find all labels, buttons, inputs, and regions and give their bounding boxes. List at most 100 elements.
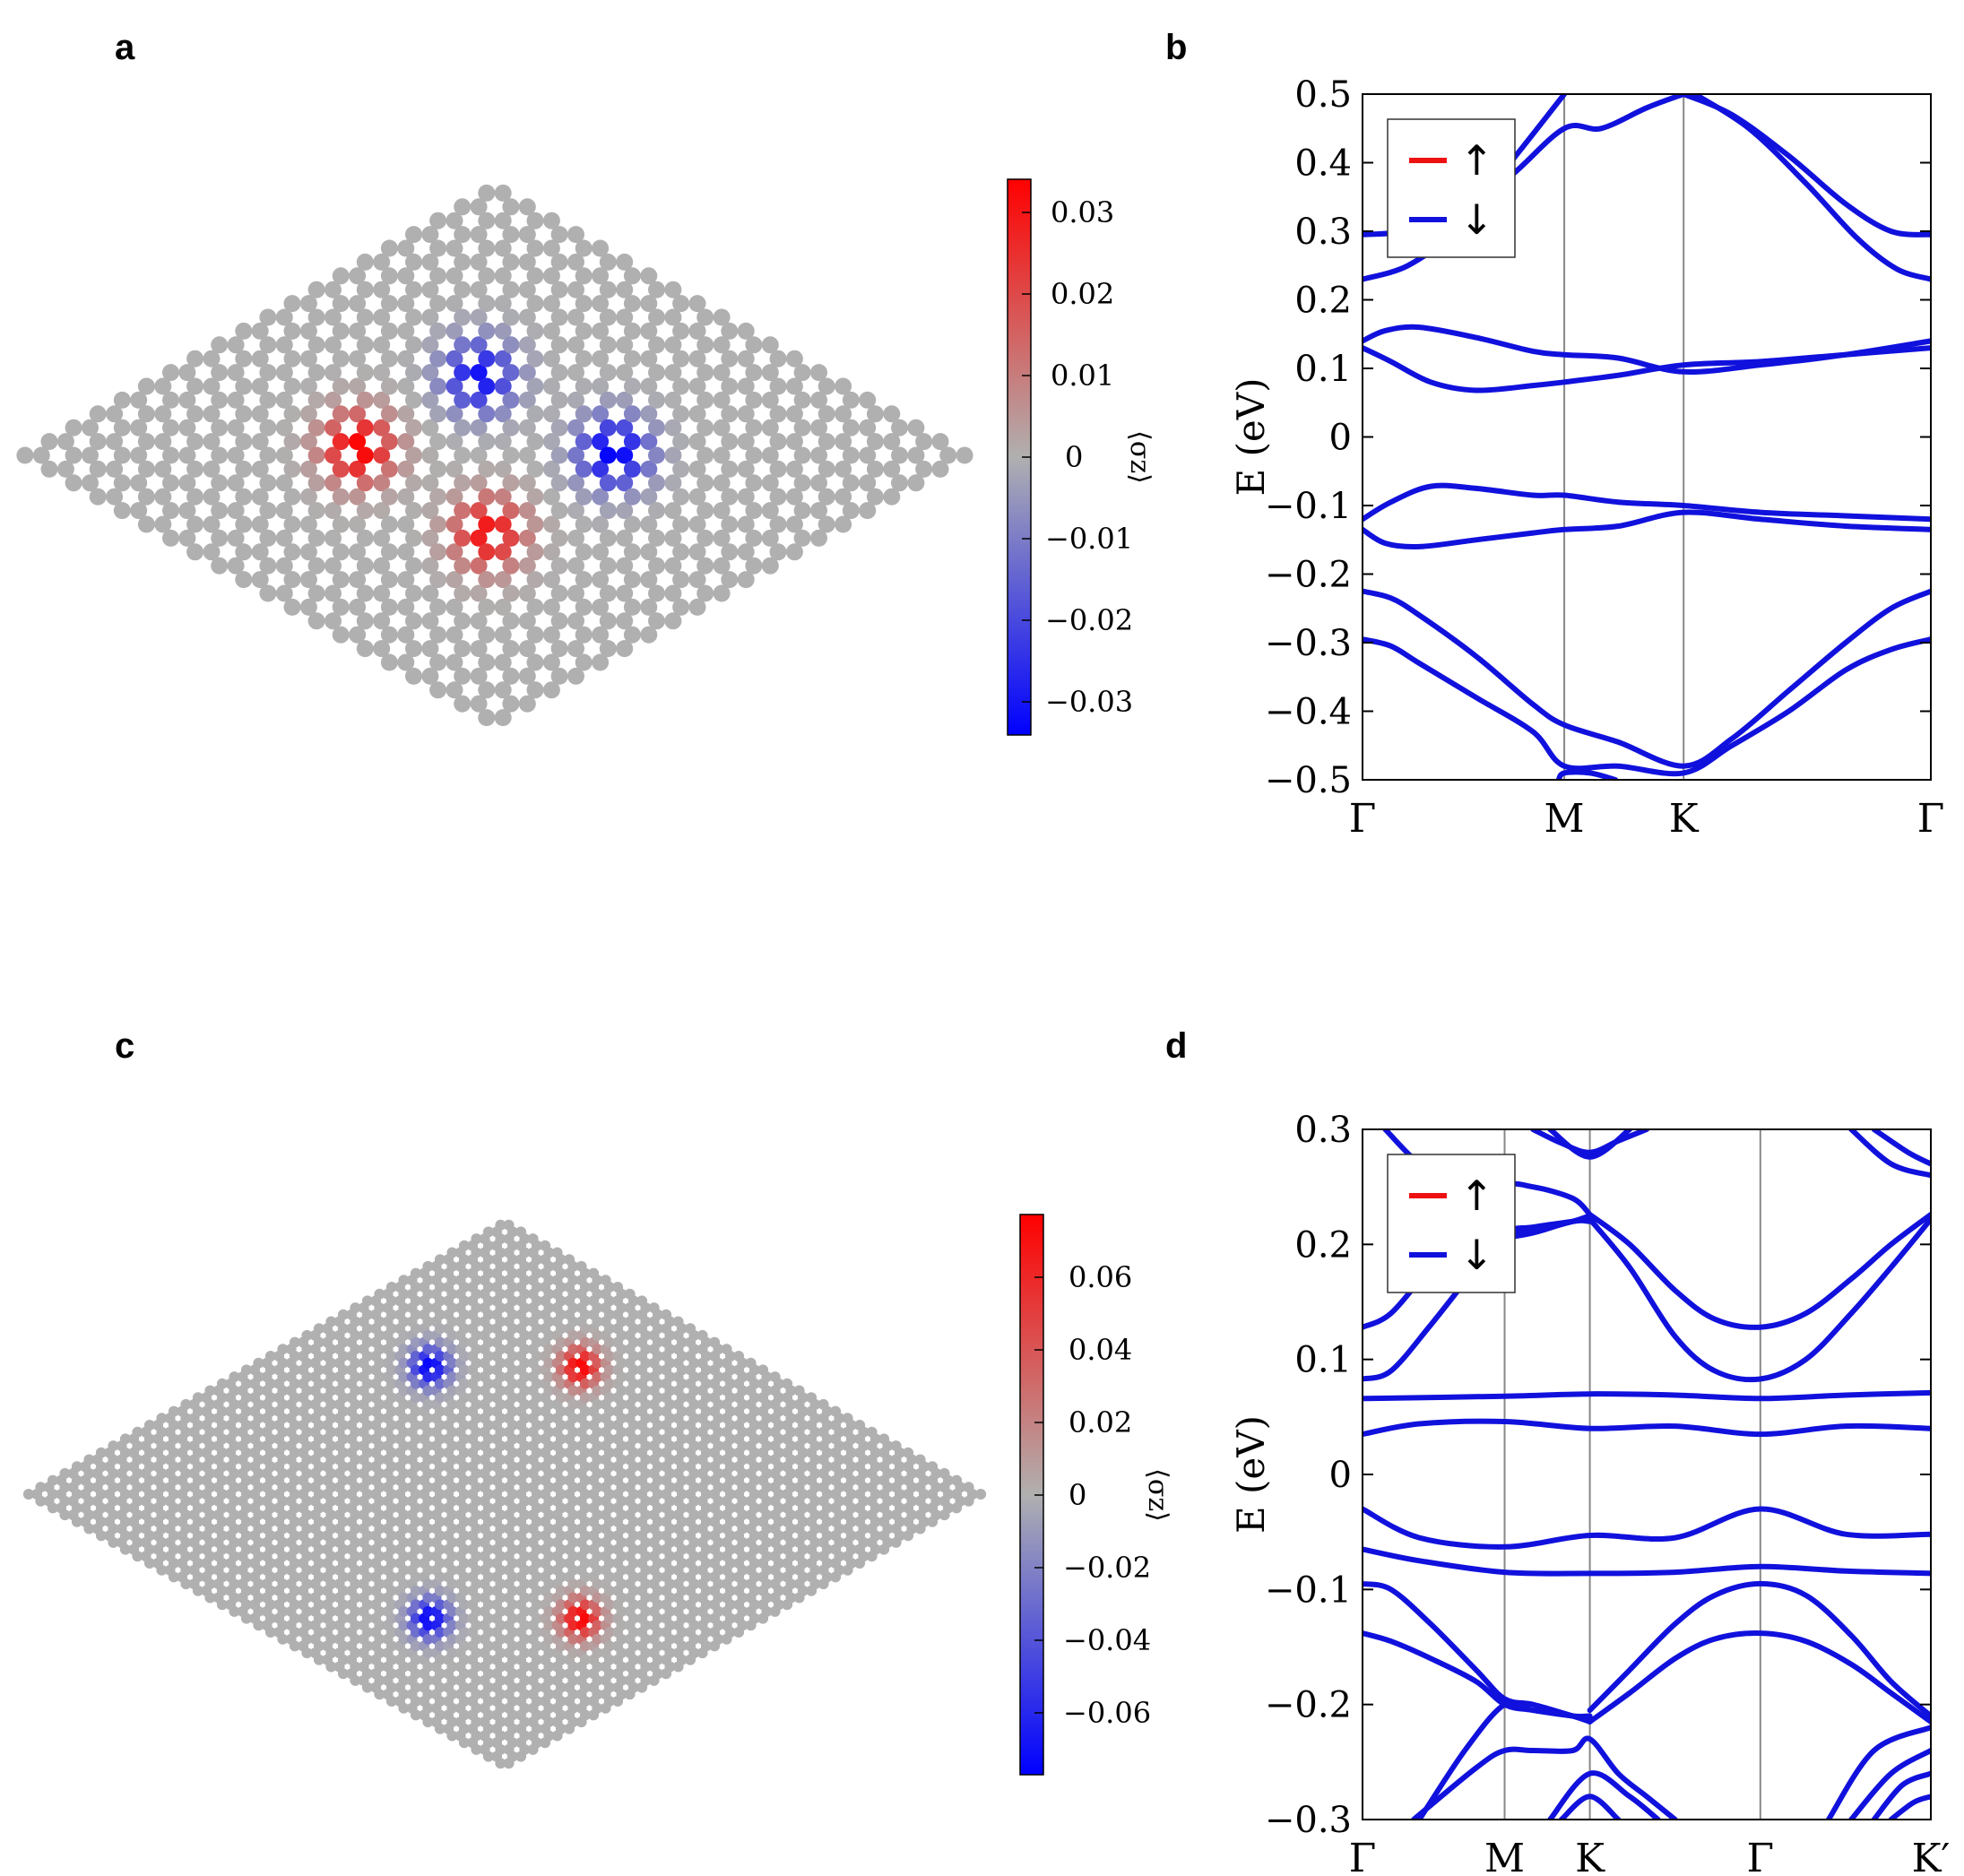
- lattice-site: [835, 488, 852, 506]
- lattice-site: [470, 695, 488, 713]
- lattice-site: [502, 612, 520, 630]
- colorbar-c-tick: −0.06: [1063, 1696, 1151, 1730]
- lattice-site: [543, 1482, 555, 1493]
- lattice-site: [434, 1558, 446, 1569]
- lattice-site: [664, 391, 682, 409]
- lattice-site: [313, 1323, 324, 1335]
- lattice-site: [240, 1447, 252, 1458]
- lattice-site: [845, 1433, 857, 1445]
- lattice-site: [264, 1543, 276, 1555]
- lattice-site: [531, 1530, 542, 1542]
- lattice-site: [380, 488, 398, 506]
- lattice-site: [422, 1509, 434, 1521]
- lattice-site: [640, 1620, 652, 1631]
- lattice-site: [894, 1530, 905, 1542]
- lattice-site: [672, 350, 690, 367]
- lattice-site: [676, 1364, 688, 1376]
- lattice-site: [470, 446, 488, 464]
- lattice-site: [229, 1495, 240, 1507]
- lattice-site: [810, 419, 827, 437]
- lattice-site: [773, 1558, 784, 1569]
- lattice-site: [915, 460, 933, 478]
- lattice-site: [337, 1612, 349, 1624]
- lattice-site: [918, 1474, 930, 1486]
- lattice-site: [672, 433, 690, 451]
- lattice-site: [349, 460, 367, 478]
- lattice-site: [821, 1543, 833, 1555]
- lattice-site: [422, 1316, 434, 1327]
- lattice-site: [672, 460, 690, 478]
- lattice-site: [519, 1702, 531, 1714]
- lattice-site: [253, 1440, 264, 1452]
- y-tick-label: 0.2: [1294, 281, 1352, 322]
- lattice-site: [168, 1489, 179, 1500]
- lattice-site: [579, 1433, 591, 1445]
- lattice-site: [745, 364, 763, 382]
- lattice-site: [229, 1398, 240, 1410]
- lattice-site: [555, 1489, 567, 1500]
- lattice-site: [162, 364, 179, 382]
- lattice-site: [283, 350, 301, 367]
- lattice-site: [688, 1426, 700, 1438]
- lattice-site: [229, 1413, 240, 1424]
- lattice-site: [337, 1461, 349, 1473]
- y-tick-label: 0.5: [1294, 74, 1352, 116]
- legend: ↑↓: [1387, 1154, 1516, 1293]
- lattice-site: [454, 198, 472, 216]
- lattice-site: [627, 1336, 639, 1348]
- lattice-site: [761, 1551, 773, 1562]
- lattice-site: [519, 1316, 531, 1327]
- lattice-site: [495, 1454, 506, 1465]
- lattice-site: [373, 612, 391, 630]
- lattice-site: [506, 1336, 518, 1348]
- lattice-site: [696, 308, 714, 326]
- lattice-site: [324, 612, 342, 630]
- lattice-site: [567, 1509, 579, 1521]
- lattice-site: [773, 1543, 784, 1555]
- lattice-site: [834, 1440, 845, 1452]
- lattice-site: [56, 433, 74, 451]
- lattice-site: [458, 1364, 470, 1376]
- lattice-site: [482, 1654, 494, 1665]
- lattice-site: [495, 1385, 506, 1396]
- lattice-site: [227, 419, 245, 437]
- lattice-site: [421, 612, 439, 630]
- lattice-site: [773, 1378, 784, 1389]
- colorbar-c-label: ⟨σz⟩: [1142, 1468, 1173, 1522]
- lattice-site: [421, 446, 439, 464]
- lattice-site: [531, 1668, 542, 1680]
- lattice-site: [809, 1426, 821, 1438]
- colorbar-c-tick: −0.04: [1063, 1623, 1151, 1657]
- lattice-site: [307, 446, 325, 464]
- lattice-site: [821, 1489, 833, 1500]
- lattice-site: [664, 1578, 676, 1590]
- lattice-site: [325, 1620, 337, 1631]
- lattice-site: [713, 1620, 724, 1631]
- lattice-site: [458, 1558, 470, 1569]
- lattice-site: [640, 1413, 652, 1424]
- lattice-site: [482, 1627, 494, 1638]
- lattice-site: [931, 433, 949, 451]
- lattice-site: [882, 1467, 894, 1479]
- lattice-site: [616, 1302, 627, 1314]
- lattice-site: [567, 640, 584, 658]
- lattice-site: [785, 1482, 797, 1493]
- lattice-site: [350, 1344, 361, 1355]
- lattice-site: [648, 446, 665, 464]
- lattice-site: [398, 1536, 410, 1548]
- lattice-site: [664, 584, 682, 602]
- lattice-site: [866, 460, 884, 478]
- lattice-site: [275, 584, 293, 602]
- lattice-site: [405, 584, 422, 602]
- lattice-site: [603, 1474, 615, 1486]
- lattice-site: [555, 1516, 567, 1527]
- lattice-site: [495, 1467, 506, 1479]
- lattice-site: [59, 1495, 71, 1507]
- lattice-site: [251, 377, 269, 395]
- lattice-site: [761, 1578, 773, 1590]
- lattice-site: [446, 1440, 458, 1452]
- lattice-site: [748, 1461, 760, 1473]
- lattice-site: [283, 460, 301, 478]
- lattice-site: [405, 474, 422, 492]
- lattice-site: [458, 1240, 470, 1251]
